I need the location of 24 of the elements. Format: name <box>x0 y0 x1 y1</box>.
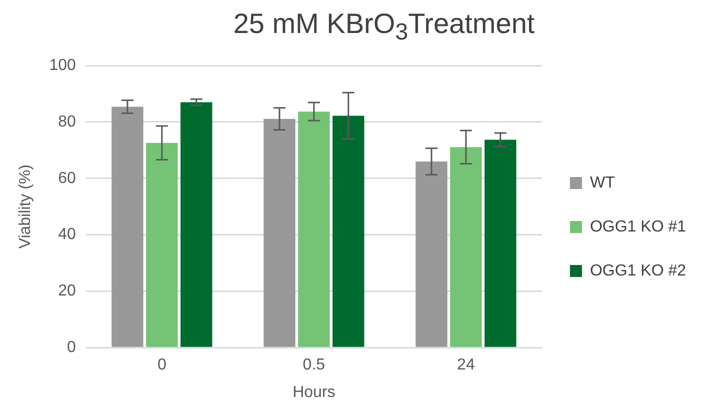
x-tick-label: 0.5 <box>302 356 326 374</box>
y-tick-label: 20 <box>58 282 76 300</box>
x-axis-title: Hours <box>292 384 336 401</box>
bar <box>416 161 448 347</box>
bar <box>484 140 516 347</box>
y-tick-label: 40 <box>58 226 76 244</box>
bar <box>298 112 330 347</box>
bar <box>180 102 212 347</box>
bar <box>112 106 144 347</box>
x-tick-label: 24 <box>457 356 475 374</box>
y-tick-label: 60 <box>58 170 76 187</box>
bar <box>146 142 178 347</box>
y-axis-title: Viability (%) <box>17 164 34 249</box>
y-tick-label: 100 <box>49 57 76 74</box>
legend-label: OGG1 KO #2 <box>590 262 686 280</box>
bar <box>450 147 482 347</box>
y-tick-label: 80 <box>58 113 76 130</box>
x-tick-label: 0 <box>157 356 166 374</box>
bar <box>332 116 364 347</box>
legend-label: WT <box>590 174 616 192</box>
chart-title: 25 mM KBrO$_{3}$Treatment <box>232 8 536 46</box>
legend-label: OGG1 KO #1 <box>590 218 686 236</box>
y-tick-label: 0 <box>66 339 76 356</box>
bar <box>264 118 296 347</box>
